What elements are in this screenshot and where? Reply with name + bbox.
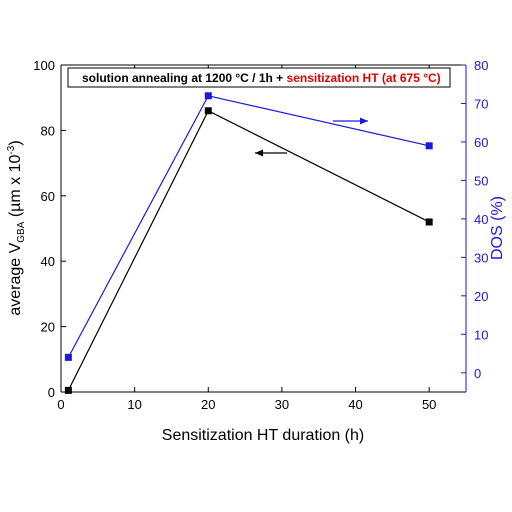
y-right-tick-label: 0 [474, 366, 481, 381]
y-axis-right-title: DOS (%) [489, 196, 506, 260]
y-right-tick-label: 60 [474, 135, 488, 150]
arrow-layer [255, 117, 368, 157]
y-right-tick-label: 70 [474, 96, 488, 111]
x-tick-label: 40 [348, 397, 362, 412]
series-left-line [67, 109, 430, 391]
y-left-title-prefix: average V [7, 242, 24, 315]
y-left-tick-label: 60 [41, 189, 55, 204]
series-right-point [204, 92, 212, 100]
x-axis-title: Sensitization HT duration (h) [162, 427, 364, 444]
x-tick-label: 50 [422, 397, 436, 412]
y-left-tick-label: 100 [33, 58, 55, 73]
series-right-line [67, 95, 430, 358]
y-right-tick-label: 80 [474, 58, 488, 73]
legend-box [67, 67, 451, 88]
series-right-point [64, 353, 72, 361]
y-left-title-mid: (µm x 10 [7, 154, 24, 221]
series-left-point [425, 218, 433, 226]
series-layer [64, 92, 433, 394]
y-left-title-sup: -3 [6, 145, 17, 154]
series-right-point [425, 142, 433, 150]
y-left-tick-label: 40 [41, 254, 55, 269]
x-tick-label: 30 [275, 397, 289, 412]
legend-text-sensitization: sensitization HT (at 675 °C) [287, 71, 441, 85]
series-left-point [204, 107, 212, 115]
y-right-tick-label: 50 [474, 173, 488, 188]
y-right-tick-label: 40 [474, 212, 488, 227]
x-tick-label: 10 [127, 397, 141, 412]
y-left-tick-label: 80 [41, 123, 55, 138]
legend-text-annealing: solution annealing at 1200 °C / 1h + [82, 71, 287, 85]
y-right-tick-label: 10 [474, 327, 488, 342]
y-left-tick-label: 20 [41, 320, 55, 335]
y-left-title-suffix: ) [7, 140, 24, 145]
axis-arrow-head-left [255, 149, 263, 157]
axes-layer: 0 10 20 30 40 50 0 20 40 60 80 100 0 10 20 30 40 50 60 70 80 [33, 58, 488, 412]
x-tick-label: 20 [201, 397, 215, 412]
x-tick-label: 0 [57, 397, 64, 412]
legend-label: solution annealing at 1200 °C / 1h + sen… [82, 71, 441, 85]
axis-arrow-head-right [360, 117, 368, 125]
y-right-tick-label: 30 [474, 250, 488, 265]
y-left-tick-label: 0 [48, 385, 55, 400]
series-left-point [64, 386, 72, 394]
y-right-tick-label: 20 [474, 289, 488, 304]
y-left-title-sub: GBA [16, 221, 27, 242]
y-axis-left-title: average VGBA (µm x 10-3) [6, 140, 27, 315]
